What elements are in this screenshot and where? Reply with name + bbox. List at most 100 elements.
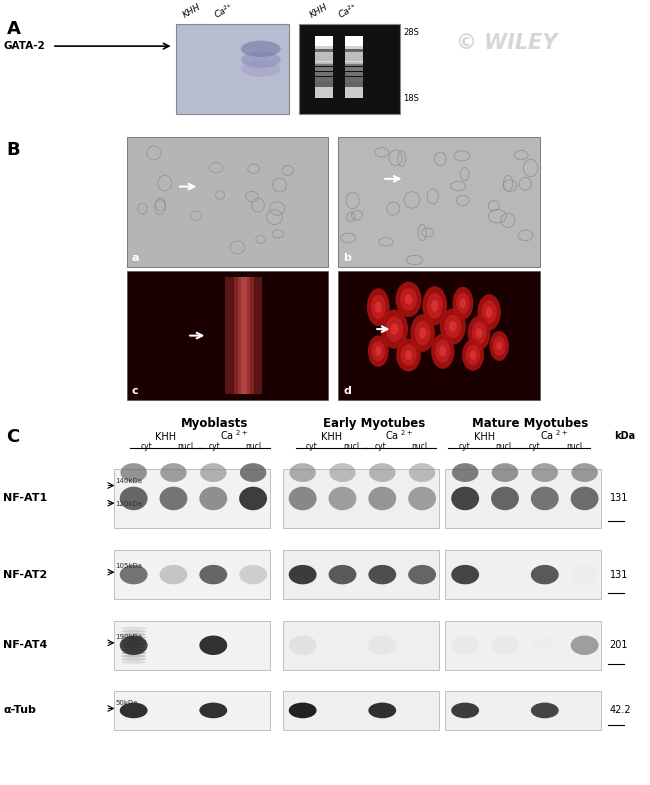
Ellipse shape [240,463,266,482]
Ellipse shape [200,703,227,718]
Ellipse shape [531,703,559,718]
Ellipse shape [372,341,385,361]
Ellipse shape [531,636,559,655]
Ellipse shape [369,703,396,718]
Ellipse shape [491,487,519,510]
Ellipse shape [452,463,478,482]
Ellipse shape [491,565,519,584]
Ellipse shape [289,703,317,718]
Ellipse shape [419,327,426,338]
Bar [299,24,400,114]
Text: Myoblasts: Myoblasts [181,417,248,430]
Text: cyt: cyt [459,443,471,451]
Text: Mature Myotubes: Mature Myotubes [472,417,588,430]
Ellipse shape [415,321,431,345]
Ellipse shape [426,293,443,319]
Text: 105kDa: 105kDa [115,563,142,569]
Ellipse shape [241,41,281,57]
Bar [345,72,363,76]
Text: nucl: nucl [496,443,512,451]
Ellipse shape [200,565,227,584]
Bar [345,52,363,64]
Ellipse shape [451,565,479,584]
Ellipse shape [449,321,457,332]
Text: 18S: 18S [403,93,419,103]
Bar [315,46,333,51]
Ellipse shape [395,282,422,317]
Bar [345,46,363,51]
Text: KHH: KHH [181,2,202,20]
Ellipse shape [571,487,599,510]
Text: cyt: cyt [306,443,318,451]
Ellipse shape [120,703,148,718]
Text: cyt: cyt [529,443,541,451]
Bar [338,271,540,400]
Text: c: c [132,386,138,396]
Ellipse shape [451,636,479,655]
Ellipse shape [408,565,436,584]
Ellipse shape [571,703,599,718]
Bar [283,469,439,528]
Ellipse shape [390,323,398,335]
Ellipse shape [159,703,187,718]
Bar [114,469,270,528]
Ellipse shape [328,487,356,510]
Text: nucl: nucl [343,443,359,451]
Ellipse shape [422,287,447,326]
Ellipse shape [408,636,436,655]
Ellipse shape [410,314,435,352]
Ellipse shape [121,645,146,648]
Text: B: B [6,141,20,159]
Ellipse shape [440,309,466,345]
Ellipse shape [120,487,148,510]
Ellipse shape [159,636,187,655]
Ellipse shape [482,301,497,324]
Bar [345,57,363,61]
Ellipse shape [200,636,227,655]
Bar [445,691,601,730]
Ellipse shape [239,636,267,655]
Text: 140kDa: 140kDa [115,478,142,484]
Text: NF-AT2: NF-AT2 [3,570,47,579]
Bar [315,52,333,64]
Ellipse shape [121,636,146,639]
Bar [315,51,333,56]
Bar [445,621,601,670]
Text: Early Myotubes: Early Myotubes [322,417,425,430]
Text: GATA-2: GATA-2 [4,41,46,51]
Ellipse shape [404,294,413,305]
Text: NF-AT1: NF-AT1 [3,494,47,503]
Text: d: d [343,386,351,396]
Bar [233,277,254,394]
Text: Ca $^{2+}$: Ca $^{2+}$ [385,428,414,442]
Ellipse shape [468,316,491,350]
Ellipse shape [571,636,599,655]
Text: cyt: cyt [374,443,386,451]
Ellipse shape [368,335,389,367]
Text: A: A [6,20,20,38]
Ellipse shape [491,636,519,655]
Ellipse shape [369,463,395,482]
Ellipse shape [451,703,479,718]
Ellipse shape [369,636,396,655]
Text: b: b [343,253,351,263]
Text: 201: 201 [610,641,628,650]
Bar [345,77,363,82]
Ellipse shape [497,341,502,350]
Text: KHH: KHH [474,432,495,442]
Text: NF-AT4: NF-AT4 [3,641,47,650]
Text: 190kDa: 190kDa [115,633,142,640]
Ellipse shape [491,703,519,718]
Text: a: a [132,253,140,263]
Ellipse shape [239,703,267,718]
Ellipse shape [121,652,146,655]
Ellipse shape [328,565,356,584]
Bar [315,82,333,87]
Ellipse shape [121,633,146,636]
Ellipse shape [369,487,396,510]
Ellipse shape [462,339,484,371]
Text: C: C [6,428,20,446]
Text: cyt: cyt [140,443,152,451]
Text: cyt: cyt [209,443,220,451]
Ellipse shape [381,309,408,349]
